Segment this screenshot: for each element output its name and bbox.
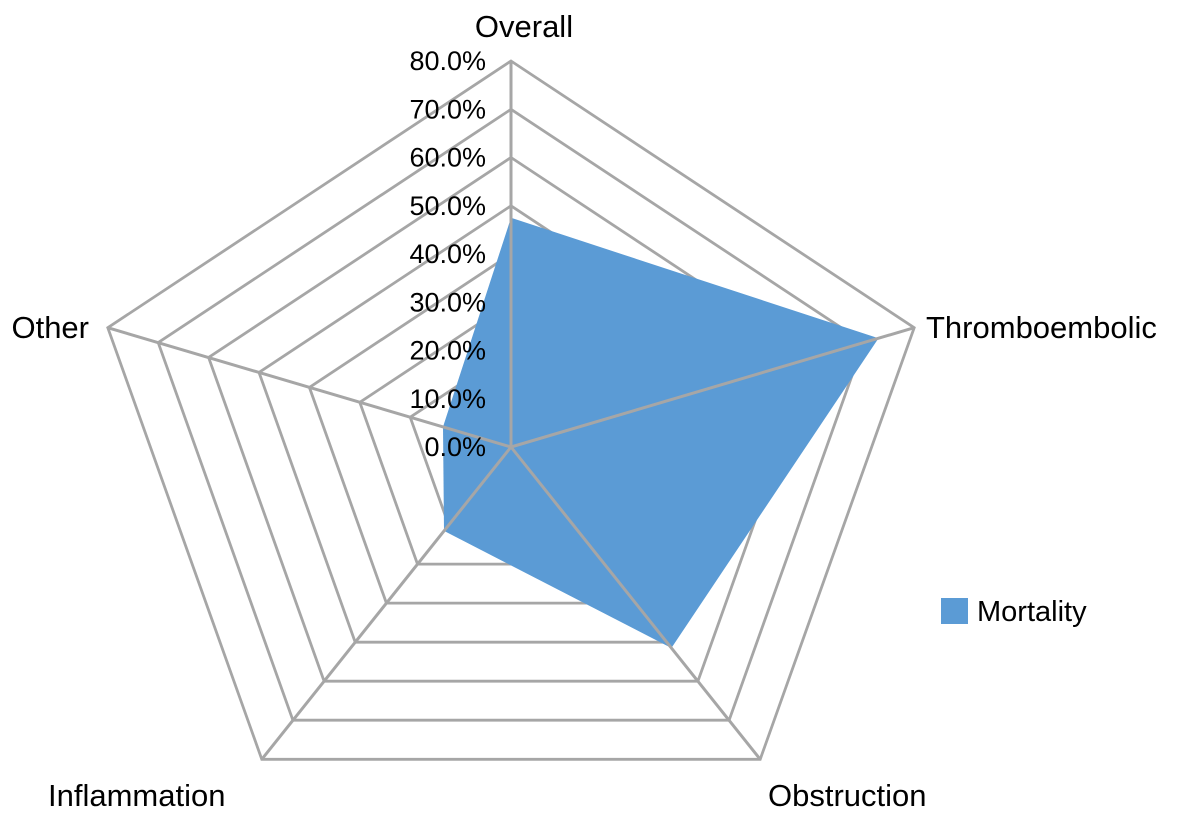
axis-spoke: [510, 326, 915, 449]
value-axis-tick-label: 10.0%: [409, 384, 486, 414]
value-axis-tick-label: 20.0%: [409, 336, 486, 366]
category-label-other: Other: [11, 310, 89, 345]
value-axis-tick-label: 30.0%: [409, 287, 486, 317]
value-axis-tick-labels: 0.0% 10.0% 20.0% 30.0% 40.0% 50.0% 60.0% 70.0% 8…: [409, 46, 486, 462]
category-label-inflammation: Inflammation: [48, 778, 225, 813]
mortality-data-polygon: [443, 217, 879, 649]
axis-spoke: [107, 326, 512, 449]
category-label-obstruction: Obstruction: [768, 778, 927, 813]
value-axis-tick-label: 0.0%: [424, 432, 486, 462]
legend-swatch-mortality: [941, 598, 968, 624]
value-axis-tick-label: 40.0%: [409, 239, 486, 269]
value-axis-tick-label: 60.0%: [409, 143, 486, 173]
category-label-overall: Overall: [475, 9, 573, 44]
axis-spoke: [260, 446, 513, 761]
legend: Mortality: [941, 596, 1087, 628]
legend-label-mortality: Mortality: [977, 596, 1087, 628]
value-axis-tick-label: 70.0%: [409, 94, 486, 124]
value-axis-tick-label: 80.0%: [409, 46, 486, 76]
grid-ring: [106, 59, 916, 761]
category-label-thromboembolic: Thromboembolic: [926, 310, 1157, 345]
axis-spokes: [107, 61, 915, 761]
axis-spoke: [509, 446, 762, 761]
value-axis-tick-label: 50.0%: [409, 191, 486, 221]
grid-ring: [156, 107, 866, 722]
